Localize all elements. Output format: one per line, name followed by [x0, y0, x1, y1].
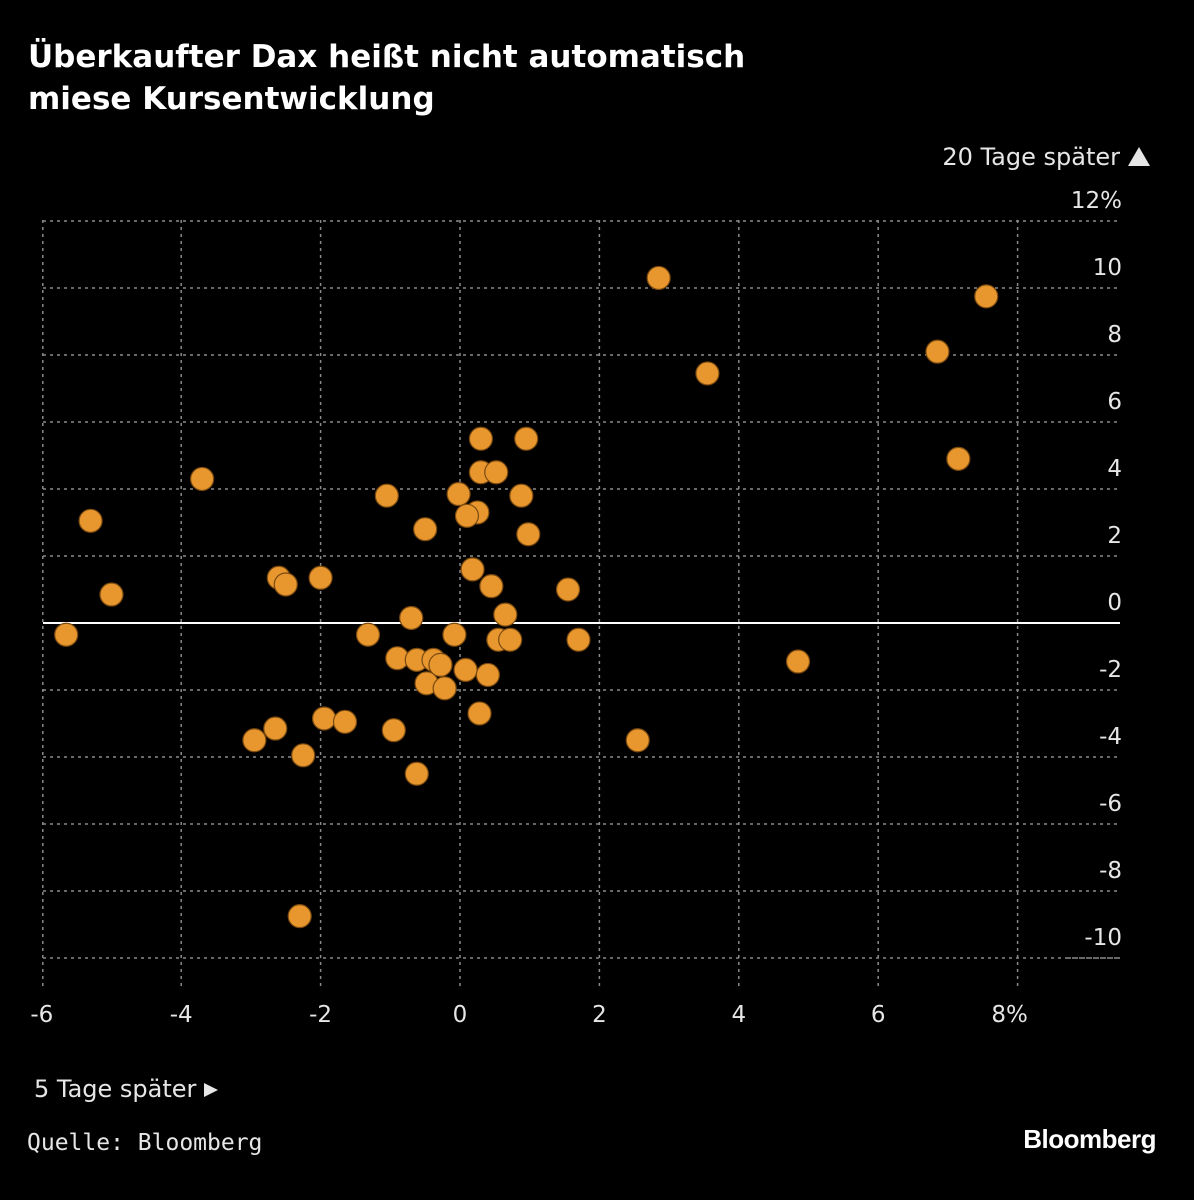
data-point [625, 728, 650, 753]
data-point [273, 572, 298, 597]
data-point [287, 904, 312, 929]
x-tick-label: 0 [453, 1002, 468, 1028]
y-tick-label: -2 [1099, 657, 1122, 683]
x-tick-label: -4 [170, 1002, 193, 1028]
data-point [442, 622, 467, 647]
data-point [399, 605, 424, 631]
chart-grid [42, 220, 1120, 990]
y-tick-label: 12% [1071, 188, 1122, 214]
data-point [925, 339, 950, 364]
data-point [291, 743, 316, 768]
data-point [413, 517, 438, 542]
data-point [479, 574, 504, 599]
y-tick-label: 0 [1107, 590, 1122, 616]
x-tick-label: 8% [991, 1002, 1028, 1028]
x-tick-label: 6 [871, 1002, 886, 1028]
data-point [785, 649, 811, 674]
data-point [446, 481, 471, 507]
data-point [374, 483, 399, 508]
data-point [516, 522, 541, 547]
x-tick-label: 4 [731, 1002, 746, 1028]
y-tick-label: 2 [1107, 523, 1122, 549]
x-tick-label: 2 [592, 1002, 607, 1028]
y-tick-label: -6 [1099, 791, 1122, 817]
bloomberg-logo: Bloomberg [1023, 1124, 1156, 1154]
data-point [432, 676, 457, 701]
chart-title: Überkaufter Dax heißt nicht automatisch … [28, 36, 928, 120]
data-point [460, 557, 485, 582]
y-axis-label: 20 Tage später [942, 143, 1120, 171]
data-point [695, 361, 720, 386]
data-point [332, 709, 358, 734]
data-point [404, 761, 429, 786]
data-point [355, 622, 381, 647]
data-point [190, 466, 215, 492]
y-tick-label: -4 [1099, 724, 1122, 750]
x-tick-label: -6 [30, 1002, 53, 1028]
triangle-up-icon [1128, 147, 1150, 166]
y-tick-label: 8 [1107, 322, 1122, 348]
x-tick-labels: -6 -4 -2 0 2 4 6 8% [30, 1002, 1028, 1028]
data-point [308, 565, 333, 590]
y-axis-caption: 20 Tage später [942, 143, 1150, 171]
data-point [453, 657, 478, 683]
data-point [263, 716, 288, 741]
triangle-right-icon [204, 1083, 219, 1097]
data-points [54, 265, 999, 929]
x-axis-label: 5 Tage später [34, 1075, 197, 1103]
y-tick-label: 4 [1107, 456, 1122, 482]
chart-title-line-1: Überkaufter Dax heißt nicht automatisch [28, 39, 746, 75]
data-point [242, 728, 267, 753]
chart-title-line-2: miese Kursentwicklung [28, 81, 435, 117]
data-point [99, 582, 124, 607]
data-point [428, 652, 453, 677]
x-axis-caption: 5 Tage später [34, 1075, 219, 1103]
data-point [566, 627, 591, 652]
data-point [514, 426, 539, 451]
x-tick-label: -2 [309, 1002, 332, 1028]
data-point [475, 662, 500, 688]
data-point [381, 718, 406, 743]
data-point [493, 602, 518, 627]
data-point [454, 503, 480, 528]
y-tick-labels: 12% 10 8 6 4 2 0 -2 -4 -6 -8 -10 [1071, 188, 1122, 951]
source-note: Quelle: Bloomberg [27, 1130, 263, 1156]
data-point [974, 284, 999, 309]
y-tick-label: 6 [1107, 389, 1122, 415]
data-point [467, 701, 492, 726]
data-point [311, 706, 337, 731]
y-tick-label: -10 [1084, 925, 1122, 951]
y-tick-label: 10 [1093, 255, 1122, 281]
data-point [498, 627, 523, 652]
data-point [484, 460, 509, 485]
data-point [78, 508, 103, 533]
data-point [468, 426, 494, 451]
y-tick-label: -8 [1099, 858, 1122, 884]
data-point [555, 577, 581, 602]
data-point [946, 446, 971, 471]
data-point [646, 265, 671, 291]
data-point [509, 483, 534, 508]
data-point [54, 622, 79, 647]
